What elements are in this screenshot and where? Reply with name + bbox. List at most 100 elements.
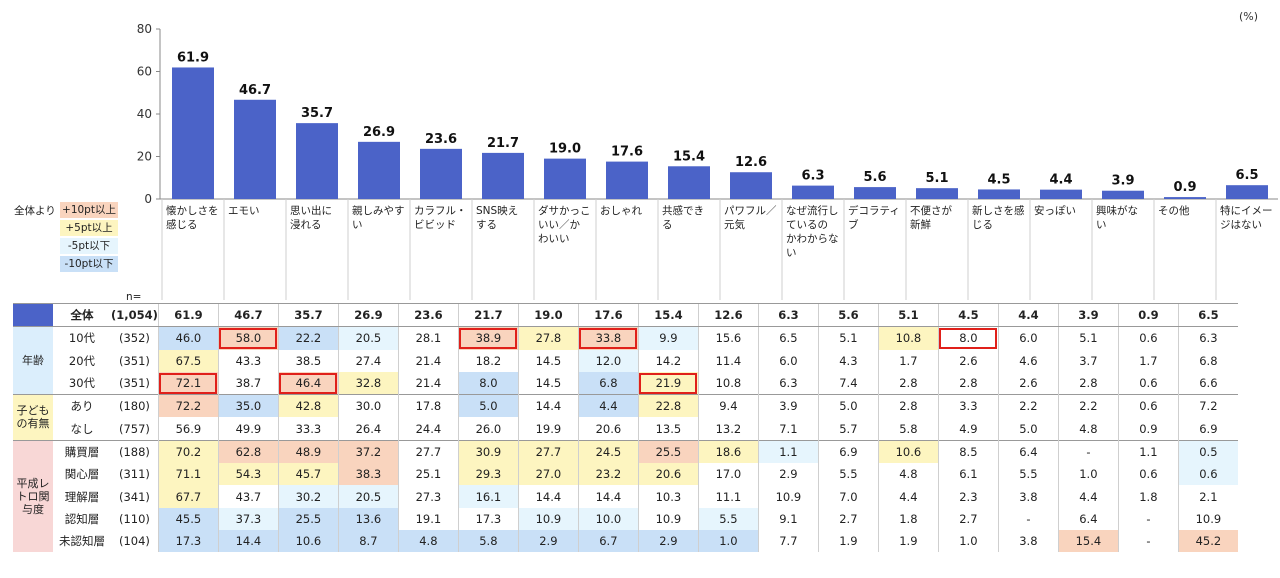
category-label: 感じる [166,218,198,231]
data-table: 全体 (1,054) 61.9 46.7 35.7 26.9 23.6 21.7 19.0 17.… [13,302,1238,553]
sample-size: (352) [111,326,159,350]
table-row: なし (757) 56.9 49.9 33.3 26.4 24.4 26.0 19.9 20.6 1… [13,417,1238,441]
table-cell: 3.8 [997,529,1059,553]
table-cell: 21.9 [637,371,699,395]
table-cell: 4.8 [1057,417,1119,441]
table-cell: 12.6 [697,302,759,328]
bar-value-label: 19.0 [549,142,581,157]
table-cell: 16.1 [457,485,519,508]
table-cell: 0.9 [1117,417,1179,441]
table-cell: 2.6 [937,349,999,372]
table-cell: 22.8 [637,394,699,418]
table-cell: 2.3 [937,485,999,508]
bar-value-label: 3.9 [1111,174,1134,189]
table-cell: 18.6 [697,439,759,464]
table-row: 平成レトロ関与度 購買層 (188) 70.2 62.8 48.9 37.2 27.7 30.9… [13,439,1238,553]
category-label: ジはない [1220,219,1262,231]
table-cell: 1.8 [1117,485,1179,508]
table-cell: 5.0 [457,394,519,418]
table-cell: 26.0 [457,417,519,441]
table-cell: 5.5 [697,507,759,530]
table-cell: 17.0 [697,463,759,486]
table-cell: 43.7 [217,485,279,508]
bar-value-label: 23.6 [425,132,457,147]
bar [172,67,214,200]
category-label: 不便さが [910,204,952,217]
table-cell: - [1117,507,1179,530]
table-cell: 8.0 [937,326,999,350]
table-cell: 2.8 [937,371,999,395]
table-cell: 1.9 [817,529,879,553]
table-cell: 10.9 [1177,507,1238,530]
table-cell: 10.0 [577,507,639,530]
table-cell: 45.2 [1177,529,1238,553]
table-cell: - [997,507,1059,530]
table-cell: 37.2 [337,439,399,464]
bar [854,187,896,199]
table-cell: 5.6 [817,302,879,328]
table-cell: 13.5 [637,417,699,441]
table-cell: 2.1 [1177,485,1238,508]
table-cell: 54.3 [217,463,279,486]
table-cell: 1.1 [757,439,819,464]
table-cell: 46.0 [157,326,219,350]
table-cell: 27.3 [397,485,459,508]
table-cell: 20.5 [337,326,399,350]
table-cell: 10.9 [757,485,819,508]
table-cell: 9.1 [757,507,819,530]
table-cell: 26.4 [337,417,399,441]
table-cell: 3.9 [1057,302,1119,328]
table-cell: 5.1 [877,302,939,328]
table-cell: 0.6 [1117,463,1179,486]
table-cell: 17.6 [577,302,639,328]
table-cell: 24.4 [397,417,459,441]
table-cell: 0.5 [1177,439,1238,464]
bar-value-label: 4.4 [1049,173,1072,188]
table-cell: 14.5 [517,349,579,372]
bar [296,123,338,199]
table-cell: 2.7 [937,507,999,530]
sample-size: (180) [111,394,159,418]
bar-value-label: 4.5 [987,172,1010,187]
table-cell: 6.8 [577,371,639,395]
table-cell: 1.0 [1057,463,1119,486]
total-marker [13,302,53,328]
table-cell: 21.7 [457,302,519,328]
table-cell: 6.5 [757,326,819,350]
table-cell: 26.9 [337,302,399,328]
table-cell: 0.9 [1117,302,1179,328]
table-cell: 19.0 [517,302,579,328]
table-cell: 45.5 [157,507,219,530]
bar-value-label: 0.9 [1173,180,1196,195]
segment-label: あり [53,394,111,418]
table-cell: 11.1 [697,485,759,508]
table-cell: 7.1 [757,417,819,441]
table-cell: 4.3 [817,349,879,372]
table-cell: 5.7 [817,417,879,441]
table-cell: 24.5 [577,439,639,464]
segment-label: なし [70,421,94,436]
table-cell: 67.7 [157,485,219,508]
category-label: 新しさを感 [972,204,1025,217]
category-label: おしゃれ [600,205,642,217]
category-label: い [352,219,363,231]
segment-label: 理解層 [64,489,100,504]
y-tick-label: 20 [137,150,152,164]
legend-item: -5pt以下 [60,238,118,254]
table-cell: 6.5 [1177,302,1238,328]
legend-title: 全体より [14,205,56,217]
bar [482,152,524,199]
n-header: n= [126,291,142,303]
category-label: エモい [228,205,260,217]
sample-size: (341) [118,489,150,504]
table-cell: 2.2 [997,394,1059,418]
category-label: なぜ流行し [786,204,839,217]
table-cell: 49.9 [217,417,279,441]
category-label: デコラティ [848,204,900,217]
table-cell: 35.0 [217,394,279,418]
table-cell: 30.2 [277,485,339,508]
table-cell: 1.1 [1117,439,1179,464]
table-cell: 13.6 [337,507,399,530]
bar [544,158,586,199]
category-label: する [476,219,497,231]
